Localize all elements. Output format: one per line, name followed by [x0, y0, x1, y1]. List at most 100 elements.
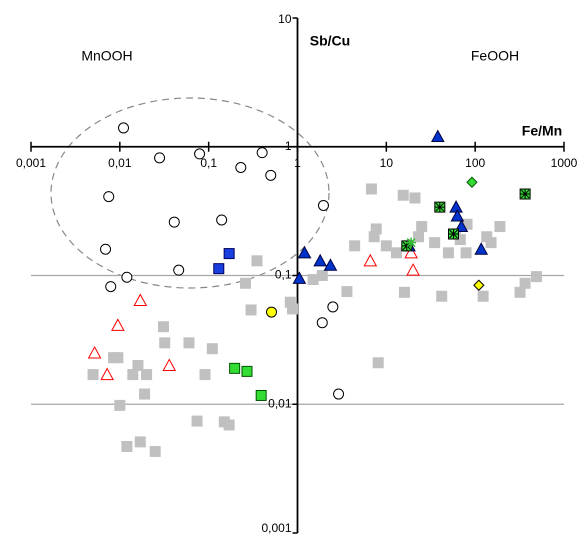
point [434, 201, 446, 213]
point [494, 221, 506, 233]
point [514, 286, 526, 298]
point [114, 399, 126, 411]
point [223, 248, 235, 260]
point [241, 365, 253, 377]
point [206, 343, 218, 355]
point [127, 369, 139, 381]
point [154, 152, 166, 164]
x-tick-label: 0,01 [108, 156, 132, 170]
cluster-outline [50, 97, 330, 289]
point [251, 255, 263, 267]
point [430, 129, 445, 143]
point [365, 183, 377, 195]
point [398, 286, 410, 298]
point [447, 228, 459, 240]
point [118, 122, 130, 134]
point [216, 214, 228, 226]
point [380, 240, 392, 252]
point [416, 221, 428, 233]
y-tick-label: 0,001 [261, 521, 291, 535]
point [149, 445, 161, 457]
point [370, 223, 382, 235]
point [485, 237, 497, 249]
point [141, 369, 153, 381]
point [323, 258, 338, 271]
point [449, 200, 463, 213]
y-tick-label: 0,01 [268, 396, 292, 410]
point [162, 358, 177, 371]
point [255, 389, 267, 401]
point [191, 415, 203, 427]
point [473, 279, 485, 291]
annotation: FeOOH [471, 48, 519, 64]
point [103, 191, 115, 203]
point [409, 192, 421, 204]
y-tick-label: 10 [278, 12, 292, 26]
point [223, 419, 235, 431]
point [105, 281, 117, 293]
y-axis-label: Sb/Cu [310, 33, 350, 49]
point [474, 242, 489, 255]
point [363, 253, 378, 267]
point [477, 290, 489, 302]
point [316, 317, 328, 329]
point [429, 237, 441, 249]
point [454, 234, 466, 246]
x-tick-label: 0,001 [16, 156, 46, 170]
point [292, 271, 307, 284]
point [121, 440, 133, 452]
point [297, 245, 312, 259]
point [134, 436, 146, 448]
point [442, 247, 454, 259]
point [229, 362, 241, 374]
point [235, 161, 247, 173]
point [173, 264, 185, 276]
point [157, 321, 169, 333]
x-tick-label: 1000 [551, 156, 578, 170]
point [100, 243, 112, 255]
point [112, 352, 124, 364]
point [87, 345, 102, 359]
point [450, 208, 465, 222]
point [139, 388, 151, 400]
point [307, 274, 319, 286]
point [349, 240, 361, 252]
point [100, 367, 115, 381]
point [183, 337, 195, 349]
point [213, 263, 225, 275]
point [159, 337, 171, 349]
point [256, 147, 268, 159]
point [372, 357, 384, 369]
point [404, 245, 418, 259]
point [519, 277, 531, 289]
x-tick-label: 0,1 [200, 156, 217, 170]
point [333, 388, 345, 400]
point [519, 188, 531, 200]
point [390, 247, 402, 259]
point [406, 263, 420, 276]
point [266, 306, 278, 318]
point [245, 304, 257, 316]
point [240, 277, 252, 289]
point [199, 369, 211, 381]
point [168, 216, 180, 228]
point [406, 237, 417, 248]
point [313, 253, 328, 267]
x-axis-label: Fe/Mn [522, 123, 562, 139]
point [436, 290, 448, 302]
point [265, 169, 277, 181]
point [194, 148, 206, 160]
x-tick-label: 100 [465, 156, 485, 170]
annotation: MnOOH [81, 48, 132, 64]
point [287, 303, 299, 315]
point [111, 318, 125, 331]
point [397, 189, 409, 201]
point [132, 359, 144, 371]
point [460, 247, 472, 259]
point [341, 286, 353, 298]
point [317, 199, 329, 211]
point [327, 301, 339, 313]
point [87, 369, 99, 381]
point [530, 271, 542, 283]
